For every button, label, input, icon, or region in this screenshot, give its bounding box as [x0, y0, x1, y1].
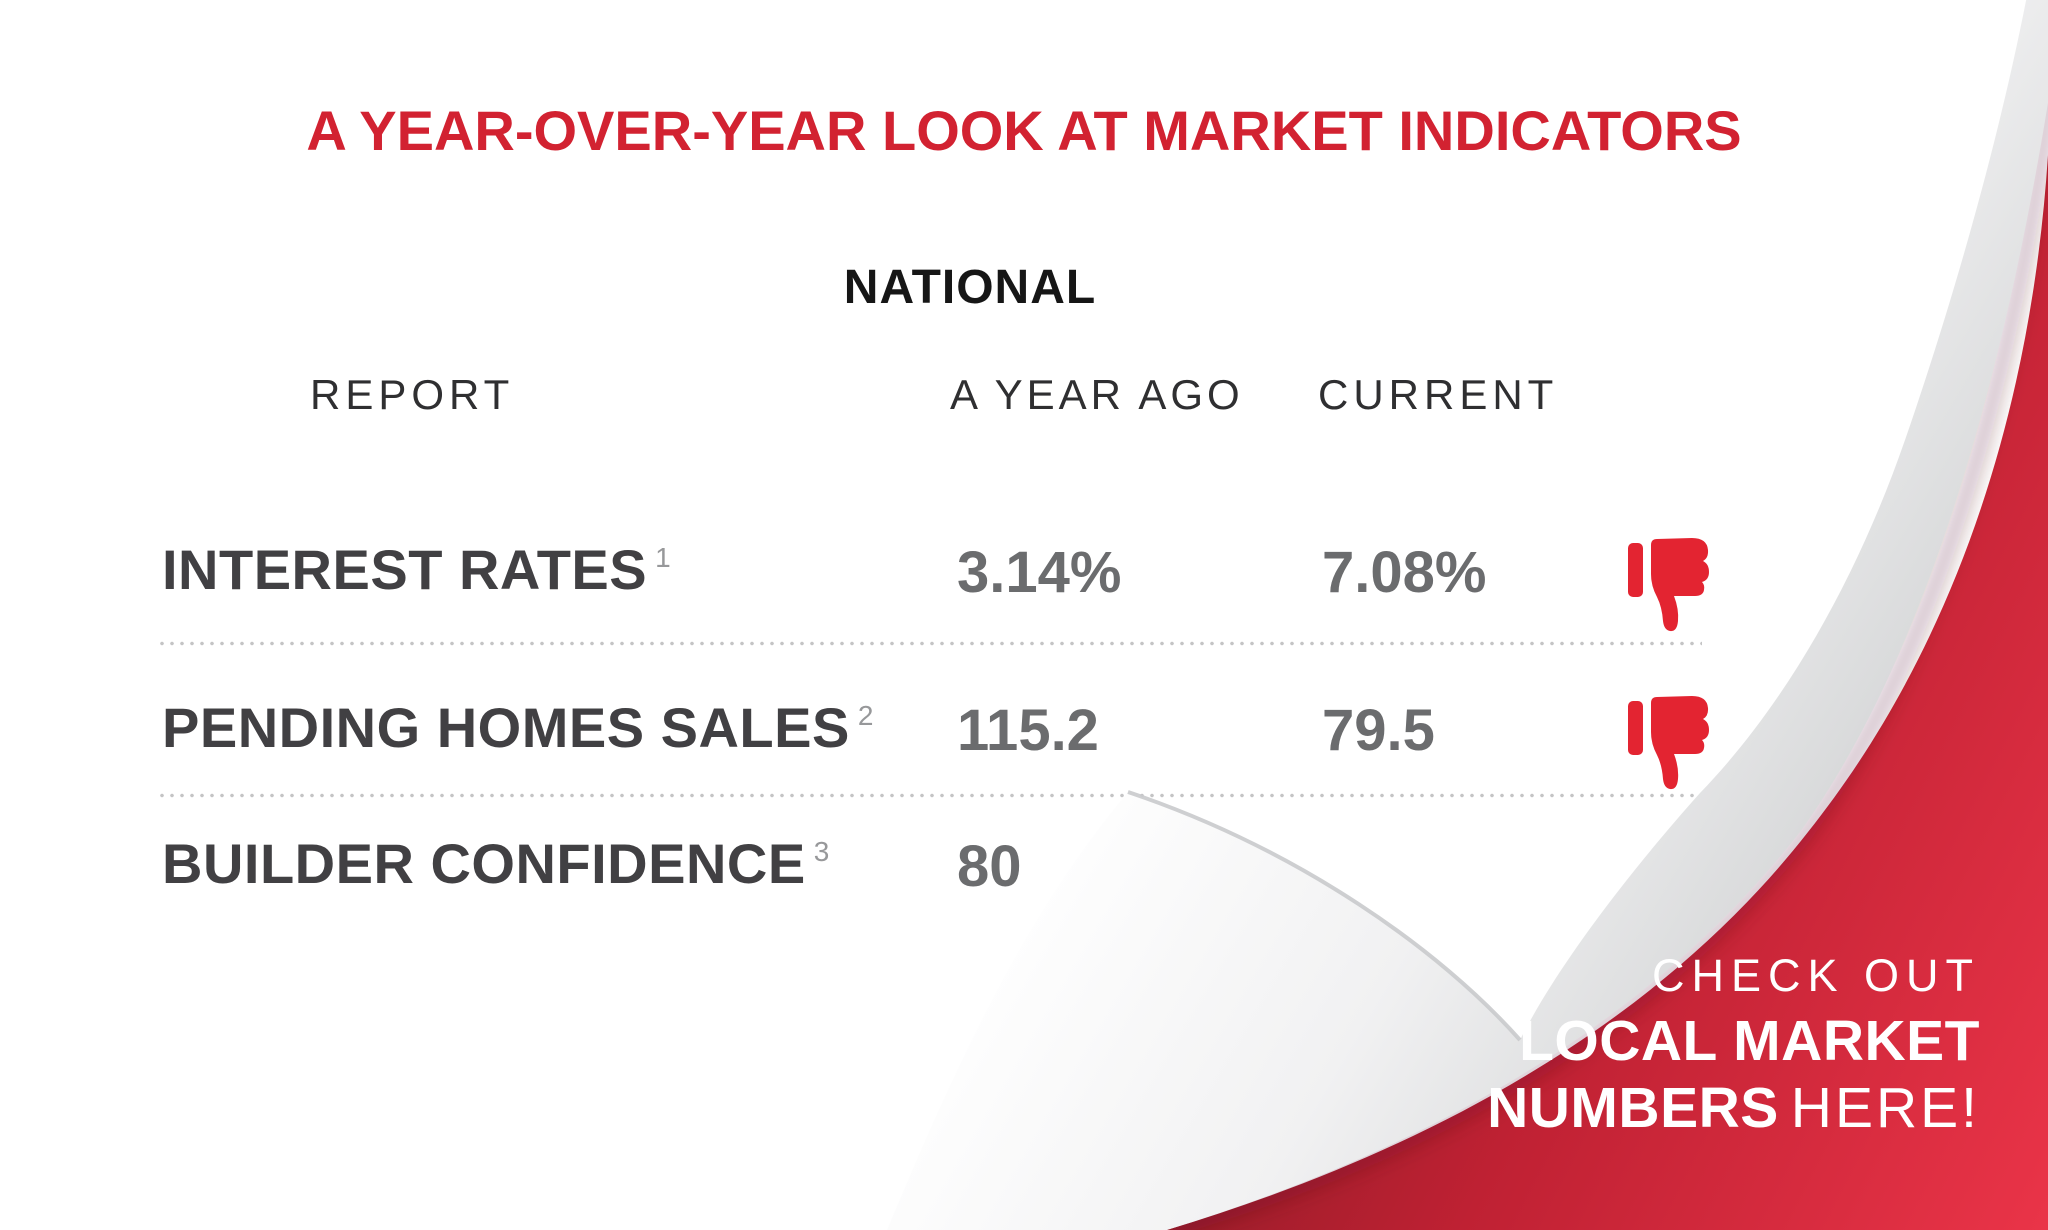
page-title: A YEAR-OVER-YEAR LOOK AT MARKET INDICATO…	[306, 99, 1742, 162]
footnote-superscript: 3	[813, 836, 830, 867]
table-row: BUILDER CONFIDENCE 3 80	[0, 833, 2048, 943]
promo-line-3-bold: NUMBERS	[1487, 1076, 1779, 1140]
local-market-link[interactable]: CHECK OUT LOCAL MARKET NUMBERS HERE!	[1487, 944, 1980, 1142]
promo-line-3: NUMBERS HERE!	[1487, 1075, 1980, 1142]
row-divider	[157, 641, 1702, 646]
current-value: 79.5	[1322, 698, 1435, 763]
report-label: PENDING HOMES SALES 2	[162, 697, 873, 759]
year-ago-value: 80	[957, 834, 1022, 899]
column-header-current: CURRENT	[1318, 371, 1559, 418]
report-label: INTEREST RATES 1	[162, 539, 671, 601]
report-label-text: BUILDER CONFIDENCE	[162, 832, 806, 895]
report-label-text: INTEREST RATES	[162, 538, 648, 601]
promo-line-1: CHECK OUT	[1651, 950, 1980, 1001]
column-header-year-ago: A YEAR AGO	[950, 371, 1244, 418]
column-header-report: REPORT	[310, 371, 515, 418]
promo-line-2: LOCAL MARKET	[1519, 1009, 1980, 1073]
year-ago-value: 3.14%	[957, 540, 1122, 605]
year-ago-value: 115.2	[957, 698, 1099, 763]
report-label: BUILDER CONFIDENCE 3	[162, 833, 829, 895]
report-label-text: PENDING HOMES SALES	[162, 696, 850, 759]
table-row: PENDING HOMES SALES 2 115.2 79.5	[0, 696, 2048, 807]
thumbs-down-icon	[1628, 533, 1712, 635]
promo-line-3-light: HERE!	[1790, 1076, 1980, 1140]
footnote-superscript: 2	[857, 700, 874, 731]
thumbs-down-icon	[1628, 691, 1712, 793]
table-row: INTEREST RATES 1 3.14% 7.08%	[0, 538, 2048, 649]
current-value: 7.08%	[1322, 540, 1487, 605]
section-heading: NATIONAL	[843, 261, 1097, 314]
row-divider	[157, 793, 1702, 798]
footnote-superscript: 1	[655, 542, 671, 573]
